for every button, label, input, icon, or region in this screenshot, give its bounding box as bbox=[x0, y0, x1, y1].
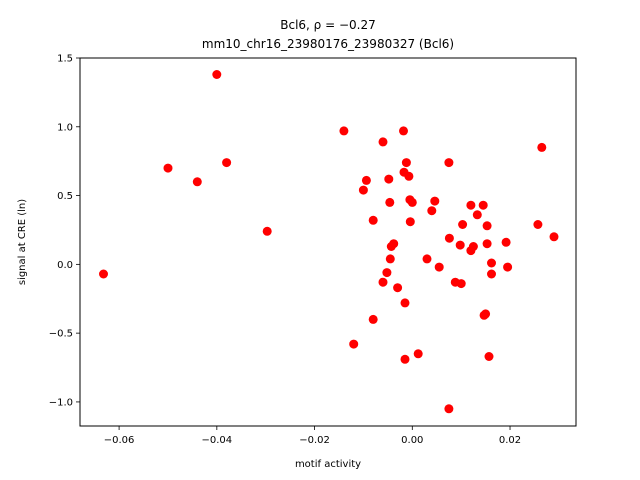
data-point bbox=[430, 196, 440, 206]
data-point bbox=[368, 314, 378, 324]
y-axis-ticks: −1.0 −0.5 0.0 0.5 1.0 1.5 bbox=[49, 54, 80, 408]
data-point bbox=[339, 126, 349, 136]
x-axis-ticks: −0.06 −0.04 −0.02 0.00 0.02 bbox=[104, 426, 521, 446]
data-point bbox=[222, 158, 232, 168]
data-point bbox=[385, 254, 395, 264]
data-point bbox=[385, 197, 395, 207]
data-point bbox=[444, 158, 454, 168]
data-point bbox=[399, 126, 408, 136]
data-point bbox=[537, 142, 547, 152]
data-point bbox=[212, 70, 222, 79]
data-point bbox=[482, 239, 492, 249]
data-point bbox=[501, 237, 511, 247]
data-point bbox=[427, 206, 437, 216]
data-point bbox=[404, 171, 414, 181]
x-tick-label: −0.06 bbox=[104, 435, 135, 446]
y-axis-label: signal at CRE (ln) bbox=[17, 199, 28, 285]
x-tick-label: 0.00 bbox=[401, 435, 423, 446]
x-tick-label: 0.02 bbox=[499, 435, 521, 446]
y-tick-label: 1.5 bbox=[57, 54, 73, 65]
data-point bbox=[481, 309, 491, 319]
data-point bbox=[482, 221, 492, 231]
data-point bbox=[456, 279, 466, 289]
data-point bbox=[349, 339, 359, 349]
chart-title-line2: mm10_chr16_23980176_23980327 (Bcl6) bbox=[202, 37, 454, 51]
data-point bbox=[533, 220, 543, 229]
data-point bbox=[466, 200, 476, 210]
data-point bbox=[400, 354, 410, 364]
data-point bbox=[422, 254, 432, 264]
data-point bbox=[163, 163, 173, 173]
data-point bbox=[444, 233, 454, 243]
y-tick-label: 1.0 bbox=[57, 122, 73, 133]
x-tick-label: −0.04 bbox=[201, 435, 232, 446]
data-point bbox=[478, 200, 488, 210]
data-point bbox=[389, 239, 399, 249]
data-point bbox=[472, 210, 482, 220]
data-point bbox=[401, 158, 411, 168]
data-point bbox=[368, 215, 378, 225]
data-point bbox=[458, 220, 468, 229]
data-point bbox=[262, 226, 272, 236]
data-point bbox=[384, 174, 394, 184]
y-tick-label: −1.0 bbox=[49, 397, 73, 408]
x-tick-label: −0.02 bbox=[299, 435, 330, 446]
y-tick-label: −0.5 bbox=[49, 329, 73, 340]
data-point bbox=[378, 277, 388, 287]
data-point bbox=[484, 352, 494, 361]
data-point bbox=[549, 232, 559, 242]
y-tick-label: 0.0 bbox=[57, 260, 73, 271]
data-point bbox=[434, 262, 444, 272]
data-point bbox=[382, 268, 392, 278]
data-point bbox=[487, 269, 496, 279]
data-point bbox=[400, 298, 410, 308]
data-point bbox=[405, 217, 415, 227]
y-tick-label: 0.5 bbox=[57, 191, 73, 202]
data-point bbox=[99, 269, 108, 279]
data-point bbox=[192, 177, 202, 187]
chart-title-line1: Bcl6, ρ = −0.27 bbox=[280, 18, 376, 32]
data-point bbox=[455, 240, 465, 250]
data-point bbox=[358, 185, 368, 195]
data-point bbox=[361, 175, 371, 185]
data-points bbox=[99, 70, 559, 414]
plot-frame bbox=[79, 57, 577, 427]
data-point bbox=[407, 197, 417, 207]
data-point bbox=[487, 258, 496, 268]
data-point bbox=[413, 349, 423, 359]
data-point bbox=[444, 404, 454, 414]
data-point bbox=[378, 137, 388, 147]
x-axis-label: motif activity bbox=[295, 459, 361, 470]
data-point bbox=[468, 242, 478, 251]
data-point bbox=[393, 283, 403, 293]
data-point bbox=[503, 262, 513, 272]
